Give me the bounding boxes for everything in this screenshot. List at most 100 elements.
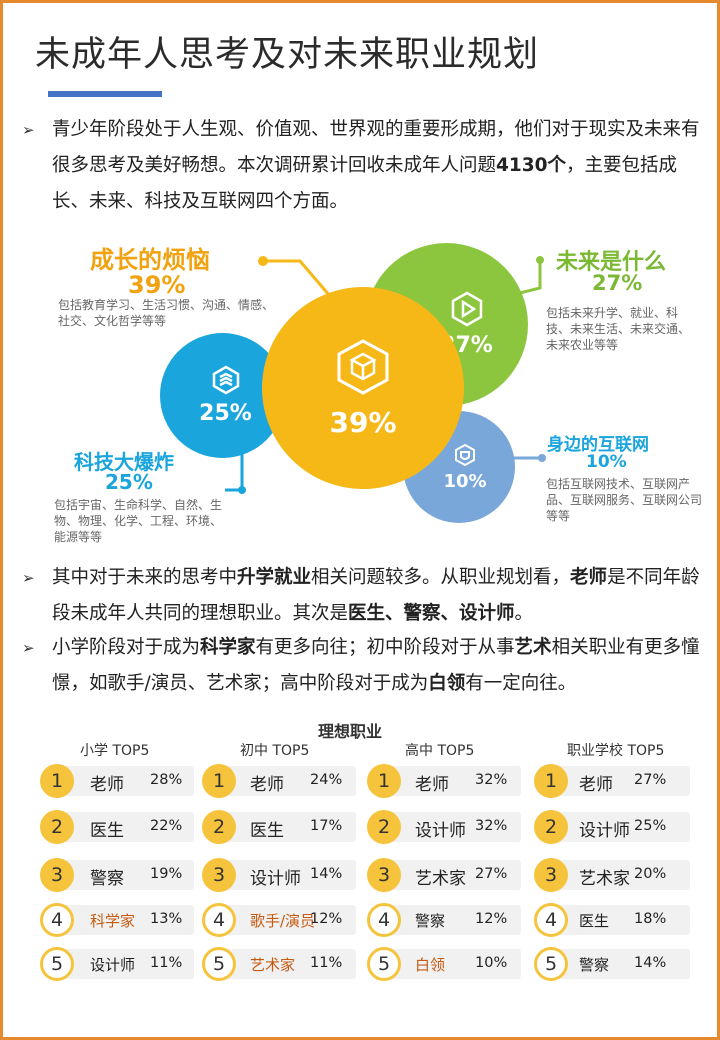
job-percent: 27% (475, 866, 508, 882)
bullet-bold: 科学家 (200, 637, 256, 658)
rank-number: 4 (534, 903, 568, 937)
rank-bar (548, 766, 690, 796)
rank-number: 2 (40, 810, 74, 844)
bullet-text: 。 (514, 603, 534, 624)
future-pct: 27% (592, 271, 643, 295)
rank-number: 2 (534, 810, 568, 844)
job-percent: 12% (310, 911, 343, 927)
rank-row: 4 警察 12% (367, 903, 521, 937)
bullet-text: 相关职业有更多憧憬，如歌手/演员、艺术家；高中阶段对于成为 (52, 637, 700, 694)
rank-bar (381, 905, 521, 935)
job-percent: 14% (310, 866, 343, 882)
rank-bar (381, 812, 521, 842)
job-name: 老师 (579, 775, 613, 795)
job-name: 老师 (250, 775, 284, 795)
rank-number: 3 (534, 858, 568, 892)
bullet-arrow-icon: ➢ (22, 569, 35, 587)
job-name: 艺术家 (579, 869, 630, 889)
rank-bar (54, 905, 194, 935)
bubble-growth: 39% (262, 287, 464, 489)
job-name: 设计师 (250, 869, 301, 889)
rank-number: 5 (534, 947, 568, 981)
rank-row: 2 设计师 25% (534, 810, 690, 844)
job-name: 警察 (90, 869, 124, 889)
play-icon (451, 291, 482, 327)
rank-row: 2 医生 22% (40, 810, 194, 844)
job-percent: 10% (475, 955, 508, 971)
rank-bar (548, 905, 690, 935)
growth-title: 成长的烦恼 (90, 246, 210, 274)
rank-number: 3 (202, 858, 236, 892)
rank-row: 1 老师 27% (534, 764, 690, 798)
layers-icon (212, 365, 239, 395)
job-name: 医生 (579, 912, 610, 930)
rank-row: 3 设计师 14% (202, 858, 356, 892)
rank-bar (216, 812, 356, 842)
job-name: 老师 (415, 775, 449, 795)
job-percent: 28% (150, 772, 183, 788)
bullet-text: ，主要包括成长、未来、科技及互联网四个方面。 (52, 155, 678, 212)
bullet-text: 是不同年龄段未成年人共同的理想职业。其次是 (52, 567, 700, 624)
rank-bar (548, 860, 690, 890)
rank-number: 1 (202, 764, 236, 798)
job-percent: 12% (475, 911, 508, 927)
job-percent: 22% (150, 818, 183, 834)
job-name: 警察 (415, 912, 446, 930)
rank-row: 1 老师 28% (40, 764, 194, 798)
job-percent: 32% (475, 772, 508, 788)
column-head: 小学 TOP5 (80, 743, 150, 759)
bubble-tech-pct: 25% (199, 401, 252, 426)
bullet-career: ➢ 其中对于未来的思考中升学就业相关问题较多。从职业规划看，老师是不同年龄段未成… (22, 560, 702, 632)
column-head: 高中 TOP5 (405, 743, 475, 759)
bullet-intro: ➢ 青少年阶段处于人生观、价值观、世界观的重要形成期，他们对于现实及未来有很多思… (22, 112, 702, 220)
tech-pct: 25% (105, 470, 153, 494)
job-name: 白领 (415, 956, 446, 974)
rank-number: 1 (534, 764, 568, 798)
bullet-stages: ➢ 小学阶段对于成为科学家有更多向往；初中阶段对于从事艺术相关职业有更多憧憬，如… (22, 630, 702, 702)
rank-number: 5 (202, 947, 236, 981)
rank-number: 2 (367, 810, 401, 844)
rank-bar (54, 949, 194, 979)
rank-bar (54, 812, 194, 842)
rank-row: 2 设计师 32% (367, 810, 521, 844)
rank-number: 3 (40, 858, 74, 892)
job-percent: 17% (310, 818, 343, 834)
future-title: 未来是什么 (556, 250, 667, 275)
rank-row: 4 科学家 13% (40, 903, 194, 937)
column-head: 初中 TOP5 (240, 743, 310, 759)
job-name: 艺术家 (415, 869, 466, 889)
bullet-text: 有更多向往；初中阶段对于从事 (255, 637, 515, 658)
column-head: 职业学校 TOP5 (567, 743, 665, 759)
internet-title: 身边的互联网 (547, 435, 649, 455)
job-percent: 11% (150, 955, 183, 971)
bullet-text: 有一定向往。 (465, 673, 577, 694)
rank-number: 5 (40, 947, 74, 981)
bullet-bold: 4130个 (496, 155, 567, 176)
rank-row: 5 设计师 11% (40, 947, 194, 981)
job-name: 科学家 (90, 912, 136, 930)
bullet-arrow-icon: ➢ (22, 121, 35, 139)
rank-bar (216, 766, 356, 796)
rank-number: 4 (40, 903, 74, 937)
rank-bar (548, 812, 690, 842)
page-title: 未成年人思考及对未来职业规划 (35, 35, 540, 75)
rank-bar (216, 905, 356, 935)
cube-icon (337, 338, 389, 395)
bullet-text: 青少年阶段处于人生观、价值观、世界观的重要形成期，他们对于现实及未来有很多思考及… (52, 119, 700, 176)
rank-row: 3 艺术家 27% (367, 858, 521, 892)
rank-bar (548, 949, 690, 979)
internet-pct: 10% (586, 452, 627, 472)
rank-row: 1 老师 32% (367, 764, 521, 798)
rank-number: 5 (367, 947, 401, 981)
rank-bar (216, 860, 356, 890)
shield-icon (455, 443, 475, 466)
rank-bar (54, 860, 194, 890)
job-percent: 14% (634, 955, 667, 971)
bullet-text: 其中对于未来的思考中 (52, 567, 238, 588)
bullet-bold: 升学就业 (237, 567, 312, 588)
rank-row: 4 医生 18% (534, 903, 690, 937)
future-desc: 包括未来升学、就业、科技、未来生活、未来交通、未来农业等等 (546, 306, 691, 352)
rank-row: 3 艺术家 20% (534, 858, 690, 892)
job-name: 警察 (579, 956, 610, 974)
growth-pct: 39% (128, 271, 186, 299)
